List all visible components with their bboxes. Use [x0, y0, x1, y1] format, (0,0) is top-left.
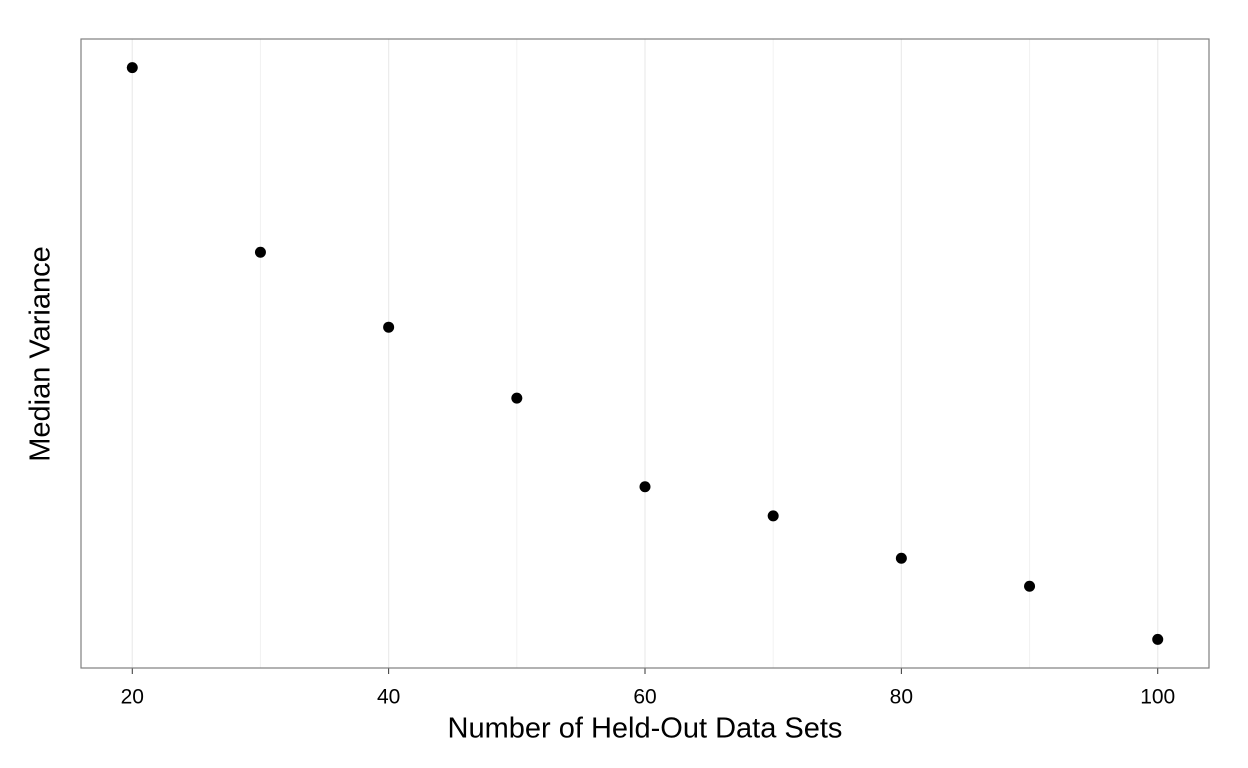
x-axis-title: Number of Held-Out Data Sets — [448, 713, 843, 745]
point — [1024, 580, 1036, 592]
point — [383, 321, 395, 333]
point — [254, 246, 266, 258]
x-tick-label: 60 — [633, 686, 656, 709]
point — [639, 481, 651, 493]
point — [767, 510, 779, 522]
point — [895, 552, 907, 564]
point — [126, 62, 138, 74]
point — [1152, 633, 1164, 645]
x-tick-label: 40 — [377, 686, 400, 709]
y-axis-title: Median Variance — [25, 246, 57, 461]
x-tick-label: 80 — [890, 686, 913, 709]
x-tick-label: 20 — [121, 686, 144, 709]
plot-frame — [80, 38, 1210, 669]
point — [511, 392, 523, 404]
x-tick-label: 100 — [1140, 686, 1175, 709]
